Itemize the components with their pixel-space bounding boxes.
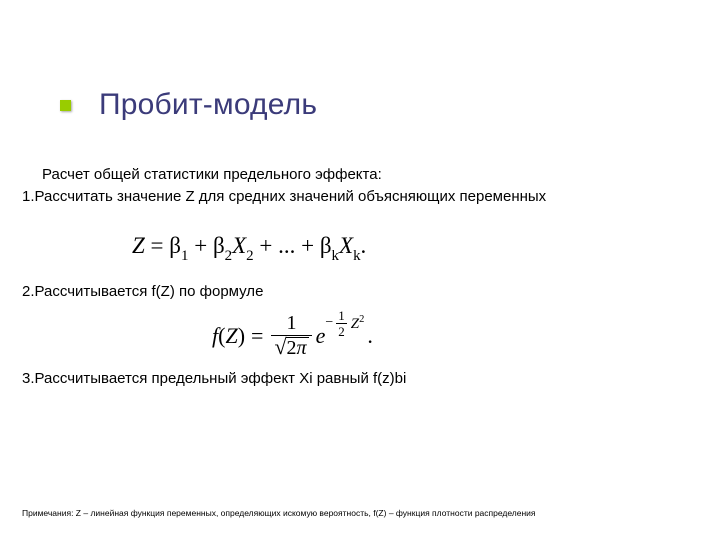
f1-bk: β (320, 233, 332, 258)
f2-radicand: 2π (286, 337, 309, 359)
f2-exp: − 1 2 Z2 (325, 309, 364, 338)
f2-expsq: 2 (359, 314, 364, 325)
step-1: 1.Рассчитать значение Z для средних знач… (22, 187, 702, 207)
f2-zsq: Z2 (351, 313, 365, 334)
f1-s2: 2 (225, 248, 232, 264)
sqrt-icon: √ 2π (274, 337, 308, 359)
f1-s2b: 2 (246, 248, 253, 264)
f2-two: 2 (287, 337, 297, 359)
bullet-icon (60, 100, 71, 111)
f2-close: ) (238, 323, 245, 348)
f1-plus1: + (188, 233, 212, 258)
footnote: Примечания: Z – линейная функция перемен… (22, 508, 536, 518)
intro-text: Расчет общей статистики предельного эффе… (42, 165, 702, 185)
f1-s1: 1 (181, 248, 188, 264)
f2-dot: . (367, 321, 373, 351)
f2-pi: π (297, 337, 307, 359)
formula-z-text: Z = β1 + β2X2 + ... + βkXk. (132, 233, 366, 258)
title-row: Пробит-модель (60, 88, 317, 122)
f2-expZ: Z (351, 316, 359, 332)
f2-eq: = (251, 321, 263, 351)
f2-exp-num: 1 (336, 309, 347, 322)
f2-e: e (316, 321, 326, 351)
f1-dot: . (361, 233, 367, 258)
f1-Xk: X (339, 233, 353, 258)
formula-fz-text: f(Z) = 1 √ 2π e − (212, 313, 373, 359)
f2-minus: − (325, 314, 333, 333)
f2-num: 1 (284, 313, 300, 334)
f2-Z: Z (225, 323, 237, 348)
f2-exp-den: 2 (336, 325, 347, 338)
f1-Z: Z (132, 233, 145, 258)
slide: { "title": "Пробит-модель", "title_color… (0, 0, 720, 540)
formula-fz: f(Z) = 1 √ 2π e − (212, 313, 702, 359)
f1-dots: + ... + (254, 233, 320, 258)
f1-b2: β (213, 233, 225, 258)
f1-skb: k (353, 248, 360, 264)
step-2: 2.Рассчитывается f(Z) по формуле (22, 282, 702, 302)
formula-z: Z = β1 + β2X2 + ... + βkXk. (132, 230, 702, 265)
f2-exp-frac: 1 2 (336, 309, 347, 338)
f2-den: √ 2π (271, 337, 311, 359)
f2-frac: 1 √ 2π (271, 313, 311, 359)
step-3: 3.Рассчитывается предельный эффект Xi ра… (22, 369, 702, 389)
f1-eq: = (151, 233, 164, 258)
f1-sk: k (332, 248, 339, 264)
f1-b1: β (169, 233, 181, 258)
slide-title: Пробит-модель (99, 88, 317, 122)
f1-X2: X (232, 233, 246, 258)
body: Расчет общей статистики предельного эффе… (22, 165, 702, 391)
f2-lhs: f(Z) (212, 321, 245, 351)
